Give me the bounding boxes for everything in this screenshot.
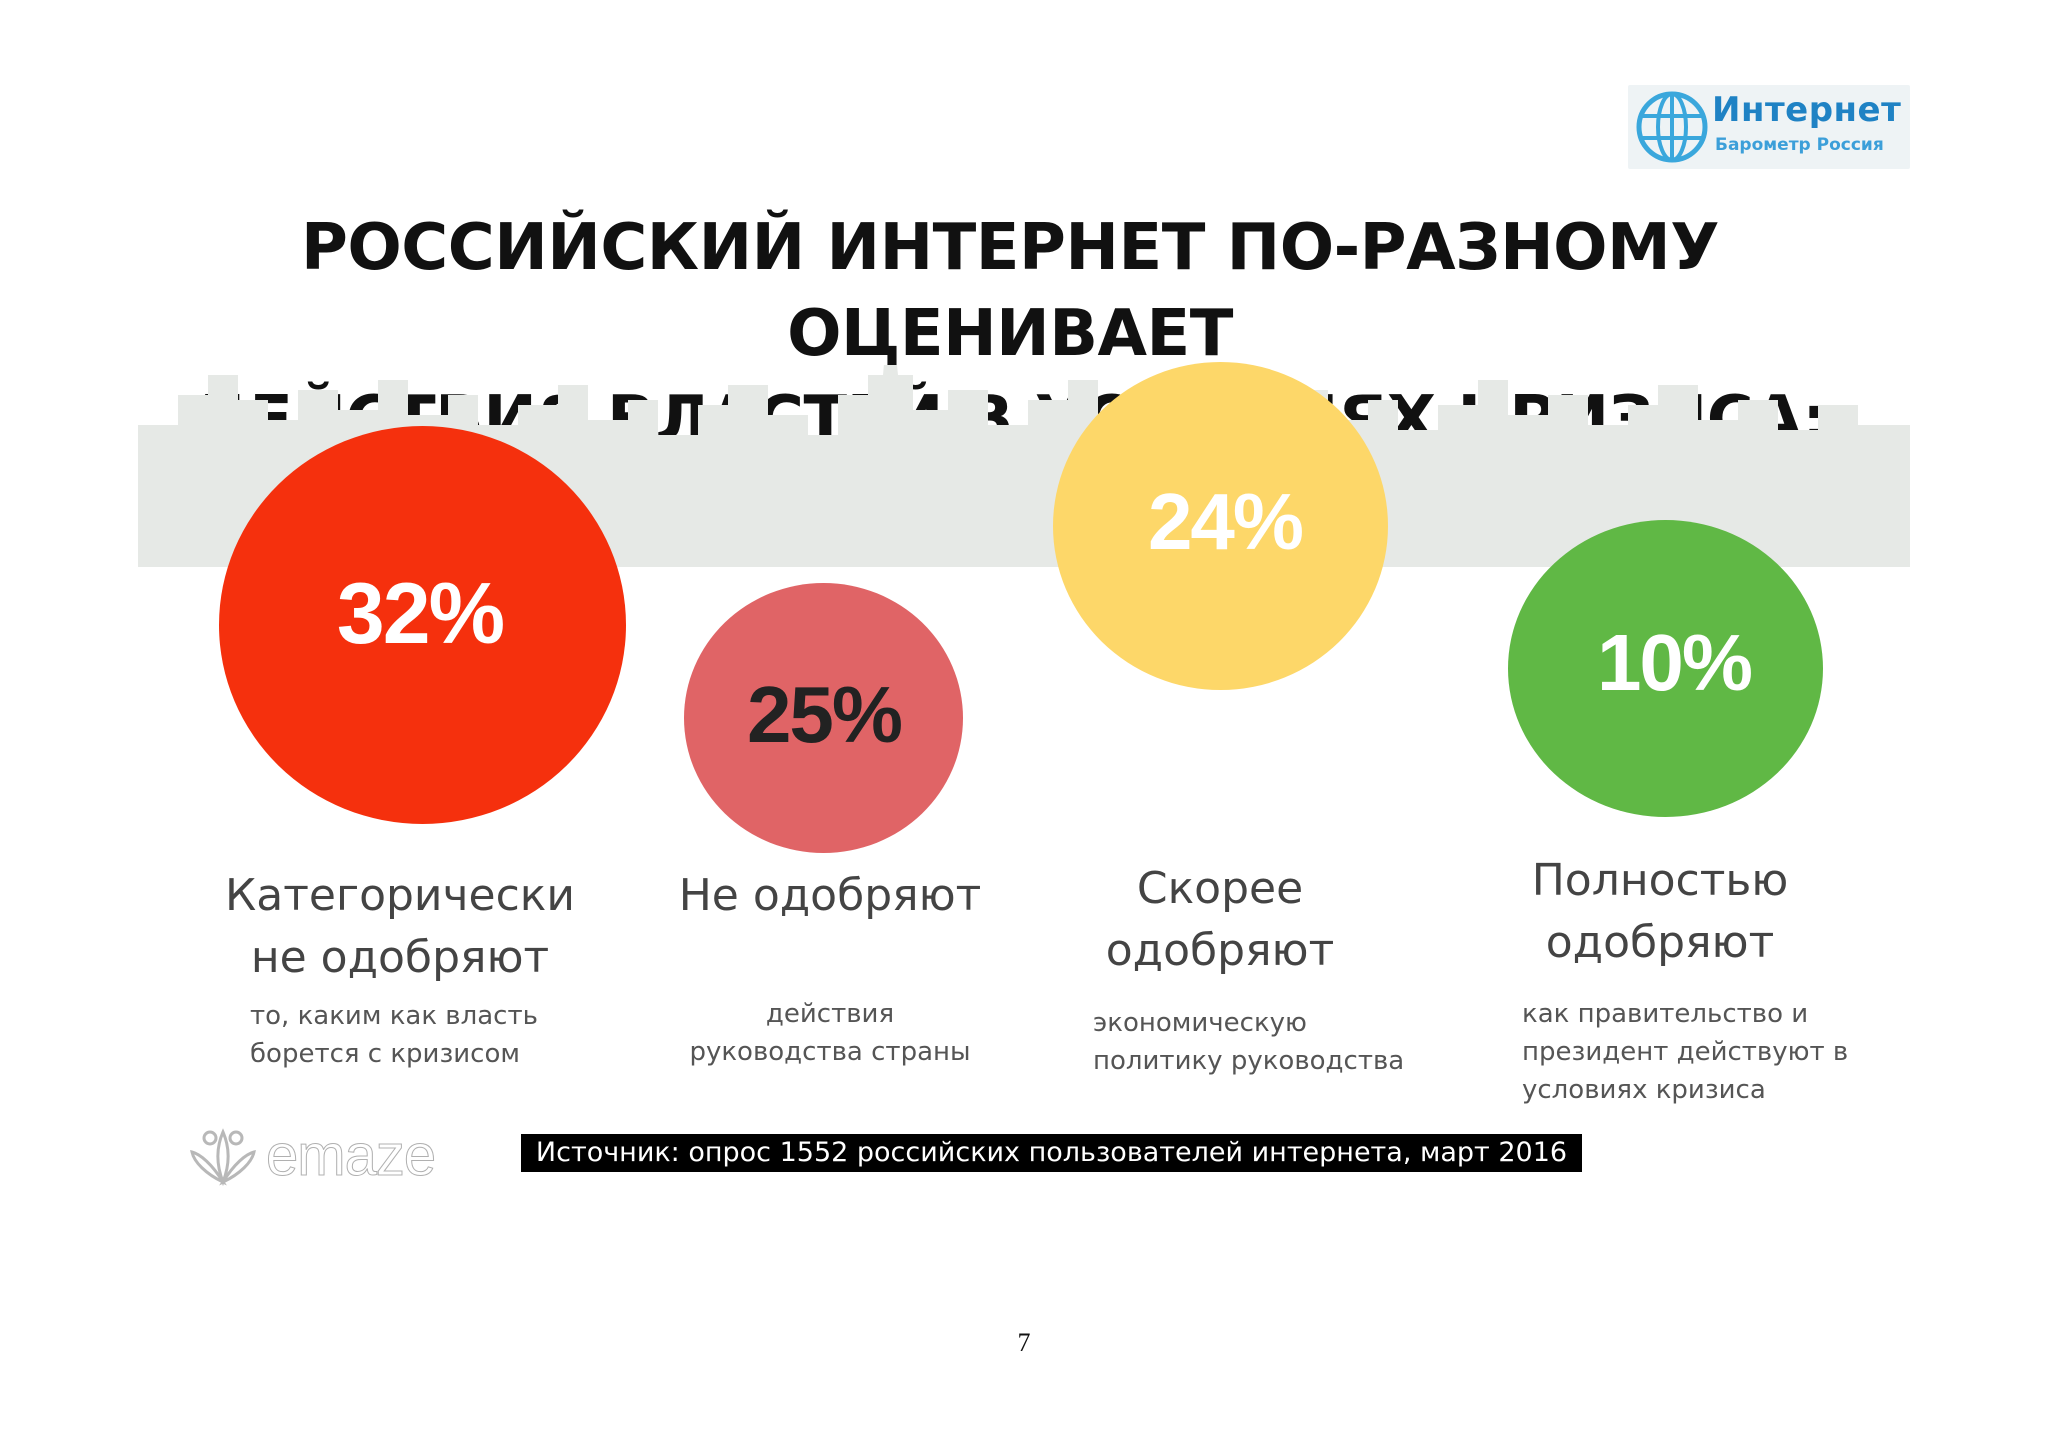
emaze-logo-text: emaze [265, 1123, 436, 1189]
label-rather-approve: Скорее одобряют [1105, 863, 1335, 976]
logo-title: Интернет [1712, 90, 1902, 130]
desc-fully-approve: как правительство и президент действуют … [1522, 999, 1849, 1105]
desc-disapprove: действия руководства страны [689, 999, 971, 1067]
bubble-rather-approve [1053, 362, 1388, 690]
barometer-logo: Интернет Барометр Россия [1628, 85, 1910, 169]
source-note: Источник: опрос 1552 российских пользова… [521, 1134, 1582, 1172]
globe-icon [1636, 91, 1708, 163]
value-label-10: 10% [1596, 618, 1753, 707]
title-line-1: РОССИЙСКИЙ ИНТЕРНЕТ ПО-РАЗНОМУ ОЦЕНИВАЕТ [300, 211, 1720, 371]
desc-categorically-disapprove: то, каким как власть борется с кризисом [250, 1001, 538, 1069]
page-number: 7 [1017, 1328, 1031, 1357]
label-fully-approve: Полностью одобряют [1531, 855, 1789, 968]
label-disapprove: Не одобряют [678, 870, 982, 921]
logo-subtitle: Барометр Россия [1715, 135, 1884, 155]
value-label-24: 24% [1147, 477, 1304, 566]
bubble-disapprove [684, 583, 963, 853]
bubble-categorically-disapprove [219, 426, 626, 824]
label-categorically-disapprove: Категорически не одобряют [225, 870, 575, 983]
value-label-32: 32% [336, 566, 505, 662]
emaze-logo-icon [190, 1128, 256, 1186]
bubble-fully-approve [1508, 520, 1823, 817]
value-label-25: 25% [746, 670, 903, 759]
desc-rather-approve: экономическую политику руководства [1093, 1008, 1405, 1076]
